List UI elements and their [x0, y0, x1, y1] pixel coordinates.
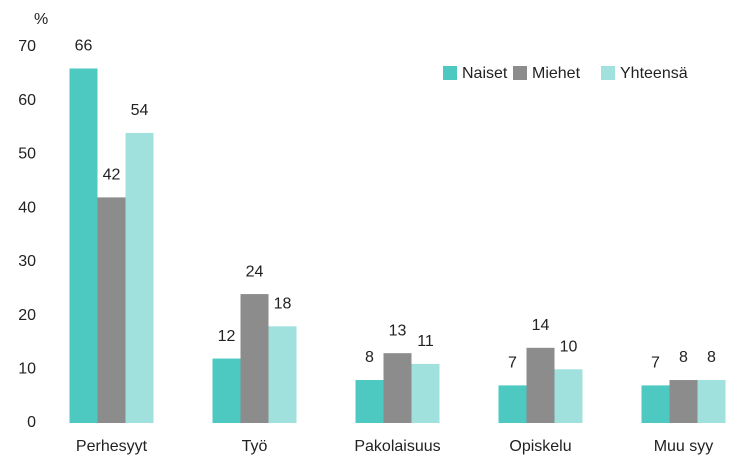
y-tick-label: 0	[27, 414, 36, 431]
data-label: 8	[365, 349, 374, 366]
data-label: 8	[707, 349, 716, 366]
bar	[268, 326, 297, 423]
data-label: 14	[532, 317, 550, 334]
data-label: 7	[508, 355, 517, 372]
legend-swatch	[443, 66, 457, 80]
y-tick-label: 10	[18, 361, 36, 378]
data-label: 24	[246, 263, 264, 280]
data-label: 66	[75, 38, 93, 55]
bar	[498, 385, 527, 423]
bar	[212, 358, 241, 423]
data-label: 7	[651, 355, 660, 372]
bar	[240, 294, 269, 423]
bar	[125, 132, 154, 423]
bar	[641, 385, 670, 423]
y-tick-label: 60	[18, 92, 36, 109]
bar	[526, 347, 555, 423]
y-tick-label: 50	[18, 146, 36, 163]
data-label: 11	[417, 333, 434, 350]
x-tick-label: Muu syy	[654, 438, 714, 455]
bar	[669, 380, 698, 423]
data-label: 18	[274, 296, 292, 313]
data-label: 42	[103, 167, 121, 184]
bar	[554, 369, 583, 423]
data-label: 13	[389, 322, 407, 339]
data-label: 8	[679, 349, 688, 366]
y-tick-label: 70	[18, 38, 36, 55]
x-tick-label: Työ	[242, 438, 268, 455]
y-tick-label: 20	[18, 307, 36, 324]
data-label: 10	[560, 339, 578, 356]
data-label: 12	[218, 328, 236, 345]
bar	[411, 363, 440, 423]
bar	[697, 380, 726, 423]
y-axis-label: %	[34, 11, 48, 28]
bar	[383, 353, 412, 423]
legend-label: Yhteensä	[620, 65, 688, 82]
bar	[97, 197, 126, 423]
legend-swatch	[601, 66, 615, 80]
x-tick-label: Opiskelu	[509, 438, 571, 455]
legend-label: Naiset	[462, 65, 508, 82]
legend-label: Miehet	[532, 65, 581, 82]
bar	[355, 380, 384, 423]
bar	[69, 68, 98, 423]
y-tick-label: 40	[18, 199, 36, 216]
y-tick-label: 30	[18, 253, 36, 270]
data-label: 54	[131, 102, 149, 119]
x-tick-label: Perhesyyt	[76, 438, 148, 455]
x-tick-label: Pakolaisuus	[354, 438, 440, 455]
legend-swatch	[513, 66, 527, 80]
